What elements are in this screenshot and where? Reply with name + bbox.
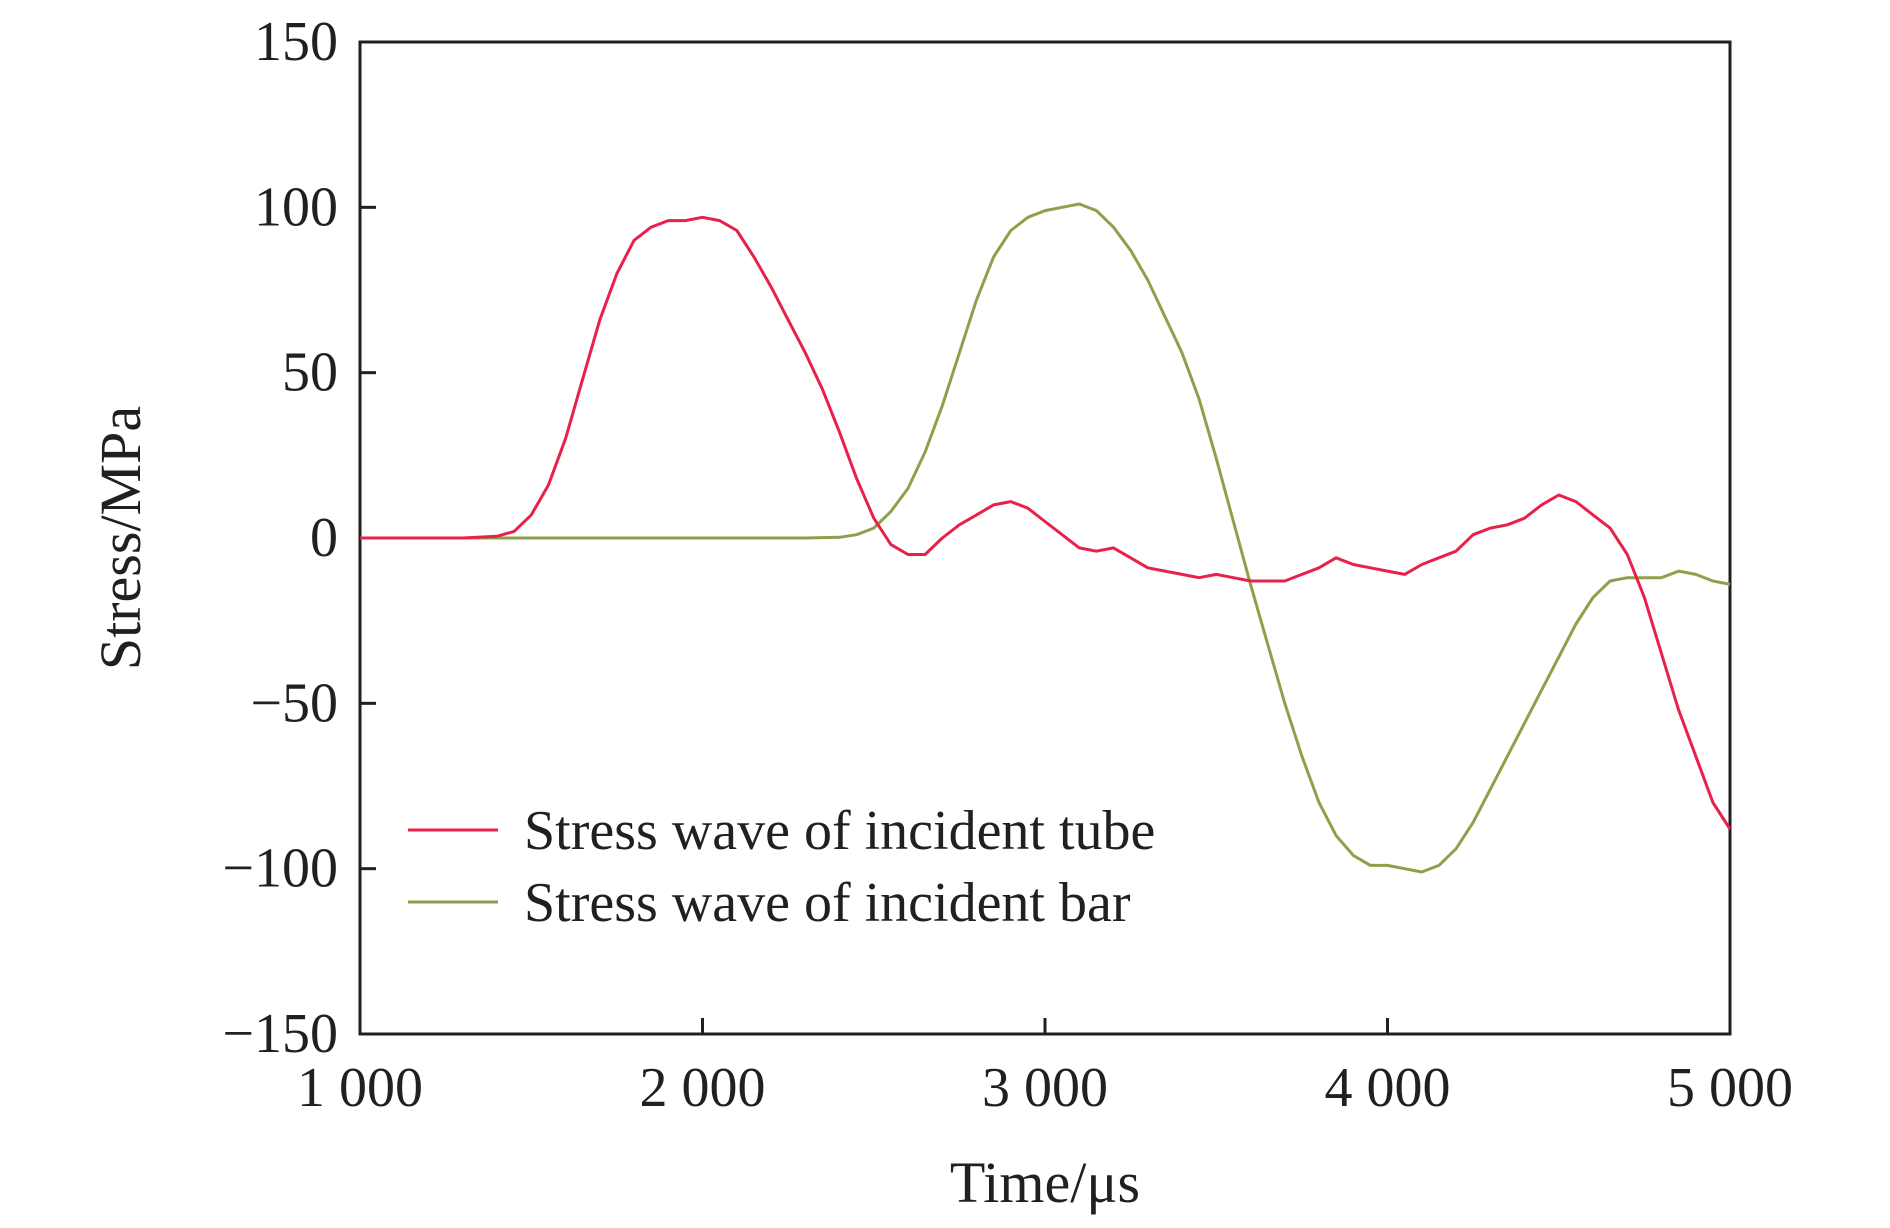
x-tick-label: 2 000 (640, 1057, 766, 1119)
series-line-incident-bar (360, 202, 1731, 874)
y-tick-label: 100 (254, 176, 338, 238)
legend: Stress wave of incident tube Stress wave… (408, 800, 1155, 934)
y-tick-label: 150 (254, 11, 338, 73)
legend-label-incident-tube: Stress wave of incident tube (524, 800, 1155, 862)
y-axis-ticks: 150 100 50 0 −50 −100 −150 (222, 11, 376, 1065)
y-tick-label: −50 (250, 672, 338, 734)
x-tick-label: 4 000 (1325, 1057, 1451, 1119)
series-layer (360, 202, 1732, 874)
y-tick-label: −100 (222, 838, 338, 900)
x-axis-title: Time/μs (950, 1150, 1140, 1215)
y-axis-title: Stress/MPa (88, 406, 153, 670)
y-tick-label: −150 (222, 1003, 338, 1065)
series-line-incident-tube (360, 215, 1732, 830)
y-tick-label: 0 (310, 507, 338, 569)
legend-label-incident-bar: Stress wave of incident bar (524, 872, 1131, 934)
x-tick-label: 1 000 (297, 1057, 423, 1119)
x-tick-label: 3 000 (982, 1057, 1108, 1119)
y-tick-label: 50 (282, 342, 338, 404)
x-tick-label: 5 000 (1667, 1057, 1793, 1119)
x-axis-ticks: 1 000 2 000 3 000 4 000 5 000 (297, 1018, 1793, 1119)
